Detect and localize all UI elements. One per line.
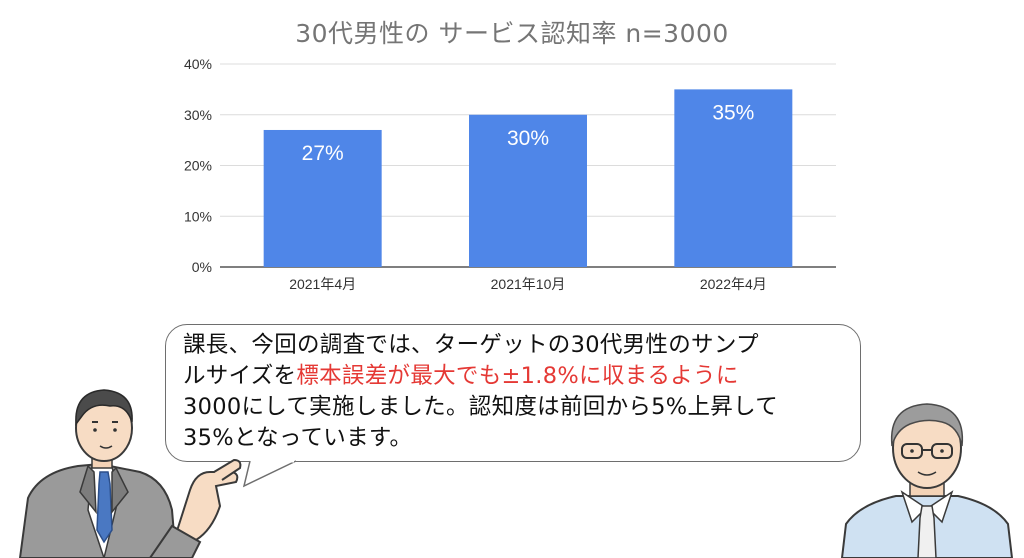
data-label: 35%	[712, 101, 754, 124]
bar	[469, 114, 587, 267]
manager-illustration	[840, 403, 1014, 558]
x-tick-label: 2022年4月	[700, 276, 767, 292]
y-tick-label: 30%	[184, 107, 212, 123]
data-label: 30%	[507, 127, 549, 150]
y-tick-label: 10%	[184, 208, 212, 224]
y-tick-label: 40%	[184, 56, 212, 72]
chart-title: 30代男性の サービス認知率 n=3000	[295, 19, 729, 48]
speech-line-2: ルサイズを標本誤差が最大でも±1.8%に収まるように	[183, 361, 855, 392]
speech-line-2-start: ルサイズを	[183, 363, 297, 389]
data-label: 27%	[302, 142, 344, 165]
x-tick-label: 2021年10月	[491, 276, 566, 292]
speech-line-4: 35%となっています。	[183, 425, 413, 451]
speech-highlight: 標本誤差が最大でも±1.8%に収まるように	[296, 363, 739, 389]
bar	[674, 89, 793, 267]
x-tick-label: 2021年4月	[289, 276, 356, 292]
y-tick-label: 0%	[192, 259, 212, 275]
bar	[263, 129, 382, 267]
speech-line-3: 3000にして実施しました。認知度は前回から5%上昇して	[183, 394, 779, 420]
businessman-illustration	[18, 389, 242, 558]
speech-bubble	[165, 324, 861, 462]
speech-line-1: 課長、今回の調査では、ターゲットの30代男性のサンプ	[183, 332, 759, 358]
bar-chart: 0% 10% 20% 30% 40% 27% 30% 35% 2021年4月 2021年10月…	[184, 56, 836, 292]
y-tick-label: 20%	[184, 158, 212, 174]
speech-text: 課長、今回の調査では、ターゲットの30代男性のサンプ ルサイズを標本誤差が最大で…	[183, 330, 855, 454]
